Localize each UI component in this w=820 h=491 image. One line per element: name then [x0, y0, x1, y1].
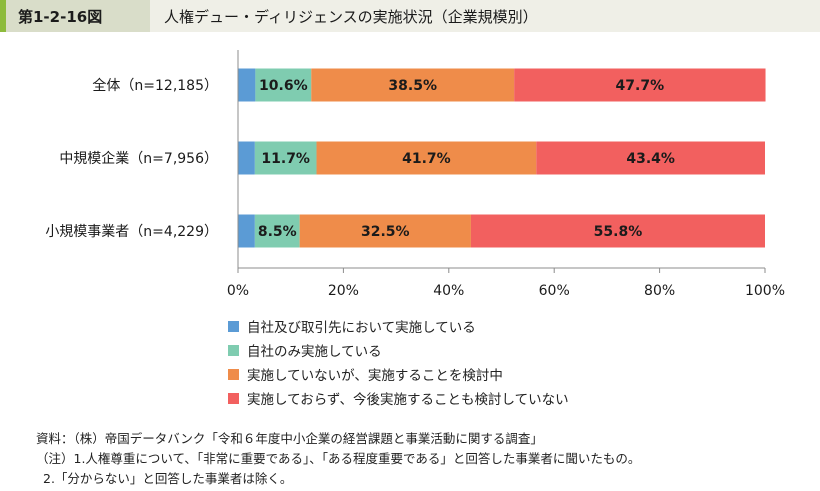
data-label: 38.5% [388, 78, 437, 94]
data-label: 55.8% [594, 224, 643, 240]
bar-segment [238, 214, 255, 248]
x-tick-label: 100% [745, 283, 785, 299]
legend-item: 実施しておらず、今後実施することも検討していない [228, 386, 569, 410]
legend-swatch [228, 368, 239, 380]
bar-segment [255, 68, 312, 102]
data-label: 43.4% [626, 151, 675, 167]
header-accent-bar [0, 0, 6, 32]
legend-item: 自社のみ実施している [228, 338, 569, 362]
bar-segment [470, 214, 765, 248]
note-2: 2.「分からない」と回答した事業者は除く。 [43, 471, 293, 486]
legend-swatch [228, 320, 239, 332]
legend-swatch [228, 392, 239, 404]
legend-label: 自社及び取引先において実施している [247, 320, 476, 336]
x-tick-label: 20% [328, 283, 359, 299]
x-tick-label: 80% [644, 283, 675, 299]
data-label: 47.7% [616, 78, 665, 94]
bar-segment [299, 214, 471, 248]
bar-segment [254, 141, 317, 175]
chart-legend: 自社及び取引先において実施している 自社のみ実施している実施していないが、実施する… [228, 314, 569, 410]
x-tick-label: 0% [227, 283, 249, 299]
category-label: 小規模事業者（n=4,229） [45, 224, 218, 240]
x-tick-label: 60% [539, 283, 570, 299]
bar-segment [238, 141, 255, 175]
figure-header: 第1-2-16図 人権デュー・ディリジェンスの実施状況（企業規模別） [0, 0, 820, 32]
legend-label: 自社のみ実施している [247, 344, 382, 360]
source-note: 資料：（株）帝国データバンク「令和６年度中小企業の経営課題と事業活動に関する調査… [36, 431, 543, 446]
legend-label: 実施していないが、実施することを検討中 [247, 368, 503, 384]
x-tick-label: 40% [433, 283, 464, 299]
stacked-bar-chart: 10.6% 38.5% 47.7% 全体（n=12,185） 11.7% 41.7% 43.… [45, 50, 785, 299]
data-label: 8.5% [258, 224, 297, 240]
data-label: 10.6% [259, 78, 308, 94]
bar-segment [316, 141, 537, 175]
category-label: 中規模企業（n=7,956） [59, 150, 218, 167]
figure-notes: 資料：（株）帝国データバンク「令和６年度中小企業の経営課題と事業活動に関する調査… [36, 429, 640, 489]
figure-title: 人権デュー・ディリジェンスの実施状況（企業規模別） [150, 0, 820, 32]
note-1: （注）1.人権尊重について、「非常に重要である」、「ある程度重要である」と回答し… [36, 451, 641, 466]
legend-item: 実施していないが、実施することを検討中 [228, 362, 569, 386]
bar-segment [514, 68, 766, 102]
category-label: 全体（n=12,185） [92, 77, 218, 94]
bar-segment [254, 214, 300, 248]
legend-label: 実施しておらず、今後実施することも検討していない [247, 392, 569, 408]
bar-segment [238, 68, 256, 102]
legend-swatch [228, 344, 239, 356]
bar-segment [536, 141, 765, 175]
figure-number: 第1-2-16図 [6, 0, 150, 32]
data-label: 32.5% [361, 224, 410, 240]
data-label: 41.7% [402, 151, 451, 167]
legend-item: 自社及び取引先において実施している [228, 314, 569, 338]
data-label: 11.7% [261, 151, 310, 167]
bar-segment [311, 68, 515, 102]
